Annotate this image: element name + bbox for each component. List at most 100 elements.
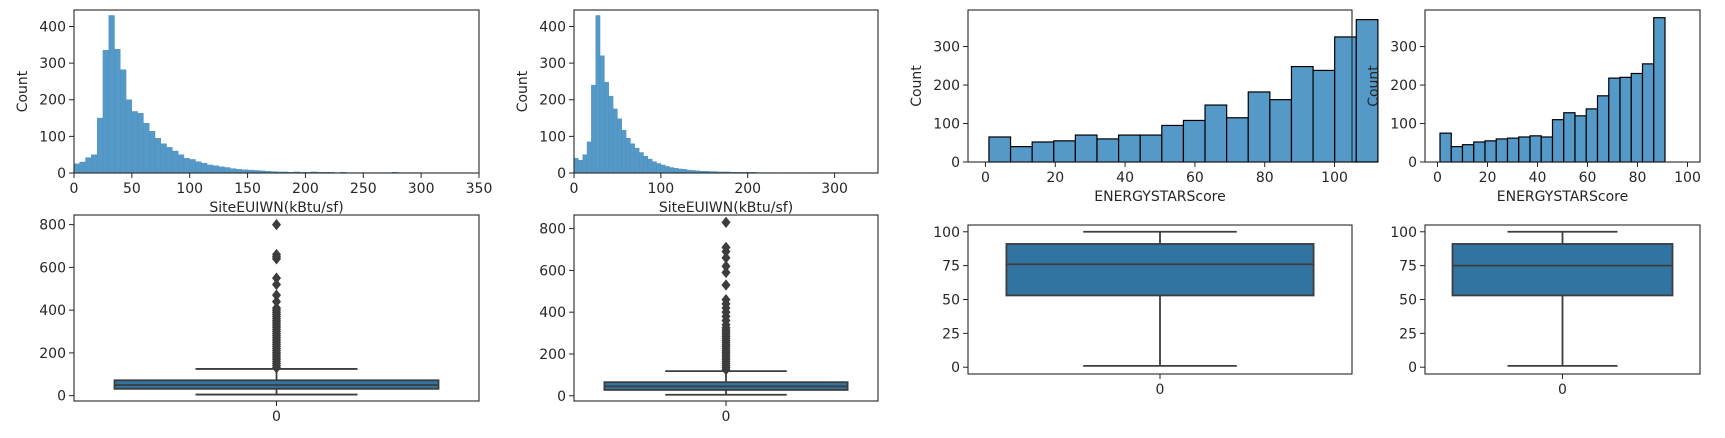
y-tick-label: 200	[39, 93, 66, 109]
x-tick-label: 0	[722, 409, 731, 425]
histogram-bar	[630, 143, 636, 174]
x-tick-label: 0	[1558, 382, 1567, 398]
x-axis-label: SiteEUIWN(kBtu/sf)	[659, 200, 793, 216]
y-tick-label: 200	[1390, 78, 1417, 94]
histogram-bar	[1506, 137, 1520, 163]
histogram-bar	[120, 69, 127, 174]
y-tick-label: 0	[57, 166, 66, 182]
histogram-bar	[125, 99, 133, 174]
histogram-bar	[599, 55, 605, 174]
histogram-bar	[1484, 140, 1497, 163]
y-tick-label: 400	[539, 19, 566, 35]
x-tick-label: 0	[981, 170, 990, 186]
outlier-point	[721, 266, 731, 279]
histogram-bar	[212, 165, 219, 174]
y-tick-label: 0	[57, 389, 66, 405]
plot-frame	[573, 9, 879, 174]
plot-frame	[1424, 9, 1701, 163]
histogram-bar	[131, 111, 138, 174]
x-tick-label: 20	[1046, 170, 1064, 186]
y-tick-label: 800	[39, 218, 66, 234]
x-tick-label: 300	[408, 181, 435, 197]
outlier-point	[271, 272, 282, 284]
histogram-bar	[1473, 141, 1486, 163]
x-tick-label: 150	[234, 181, 261, 197]
outlier-point	[271, 248, 282, 261]
histogram-bar	[617, 118, 622, 174]
histogram-bar	[1551, 119, 1565, 163]
y-tick-label: 200	[539, 347, 566, 363]
histogram-bar	[638, 152, 644, 174]
histogram-bar	[1269, 99, 1293, 163]
y-tick-label: 75	[1399, 259, 1417, 275]
x-tick-label: 100	[1321, 170, 1348, 186]
histogram-bar	[1596, 95, 1610, 163]
y-tick-label: 100	[539, 129, 566, 145]
histogram-bar	[160, 143, 167, 174]
y-tick-label: 50	[942, 293, 960, 309]
boxplot-energystar-b: 0 25 50 75 100 0	[1390, 224, 1701, 398]
histogram-bar	[73, 163, 80, 174]
histogram-bar	[177, 154, 185, 174]
x-tick-label: 200	[734, 181, 761, 197]
outlier-point	[271, 218, 282, 231]
outlier-point	[271, 278, 282, 291]
histogram-bar	[586, 141, 592, 174]
histogram-bar	[678, 168, 683, 174]
histogram-bar	[604, 81, 609, 174]
y-axis-label: Count	[15, 70, 31, 112]
histogram-bar	[1312, 69, 1336, 163]
x-tick-label: 80	[1629, 170, 1647, 186]
histogram-bar	[143, 122, 150, 174]
histogram-bar	[1540, 136, 1554, 163]
plot-frame	[967, 9, 1353, 163]
histogram-bar	[1585, 108, 1599, 163]
histogram-bar	[1204, 104, 1228, 163]
y-tick-label: 100	[933, 117, 960, 133]
histogram-bar	[643, 155, 649, 174]
histogram-bar	[1518, 136, 1531, 163]
histogram-bar	[137, 113, 144, 174]
y-tick-label: 300	[39, 56, 66, 72]
histogram-bar	[656, 163, 662, 174]
y-tick-label: 300	[933, 40, 960, 56]
hist-site-eui-a: 0 100 200 300 400 0 50 100 150 200 250 300 350 SiteEU…	[15, 9, 492, 216]
histogram-bar	[91, 154, 98, 174]
histogram-bar	[591, 84, 596, 174]
y-tick-label: 0	[951, 360, 960, 376]
histogram-bar	[206, 164, 214, 174]
y-tick-label: 600	[539, 263, 566, 279]
y-tick-label: 0	[557, 389, 566, 405]
histogram-bar	[1630, 72, 1644, 163]
y-tick-label: 100	[39, 129, 66, 145]
histogram-bar	[669, 167, 675, 174]
x-tick-label: 40	[1529, 170, 1547, 186]
y-axis-label: Count	[1366, 65, 1382, 107]
histogram-bar	[172, 150, 179, 174]
outlier-point	[271, 295, 282, 308]
y-axis-label: Count	[515, 70, 531, 112]
histogram-bar	[595, 15, 601, 174]
histogram-bar	[1334, 36, 1357, 163]
x-axis-label: ENERGYSTARScore	[1094, 189, 1225, 205]
histogram-bar	[1619, 76, 1632, 163]
hist-energystar-a: 0 100 200 300 0 20 40 60 80 100 ENERGYSTARScore Cou…	[909, 9, 1379, 205]
x-tick-label: 200	[292, 181, 319, 197]
y-tick-label: 400	[539, 305, 566, 321]
histogram-bar	[573, 158, 579, 174]
y-tick-label: 200	[539, 93, 566, 109]
boxplot-site-eui-a: 0 200 400 600 800 0	[39, 214, 480, 425]
outlier-point	[271, 302, 282, 314]
histogram-bar	[1161, 124, 1185, 163]
x-tick-label: 100	[647, 181, 674, 197]
histogram-bar	[149, 131, 156, 174]
y-tick-label: 0	[1408, 360, 1417, 376]
iqr-box	[1451, 243, 1674, 297]
histogram-bar	[1608, 77, 1621, 163]
x-tick-label: 0	[1433, 170, 1442, 186]
y-tick-label: 300	[539, 56, 566, 72]
hist-site-eui-b: 0 100 200 300 400 0 100 200 300 SiteEUIWN(kBtu/sf…	[515, 9, 879, 216]
x-tick-label: 80	[1256, 170, 1274, 186]
histogram-bar	[230, 168, 237, 174]
